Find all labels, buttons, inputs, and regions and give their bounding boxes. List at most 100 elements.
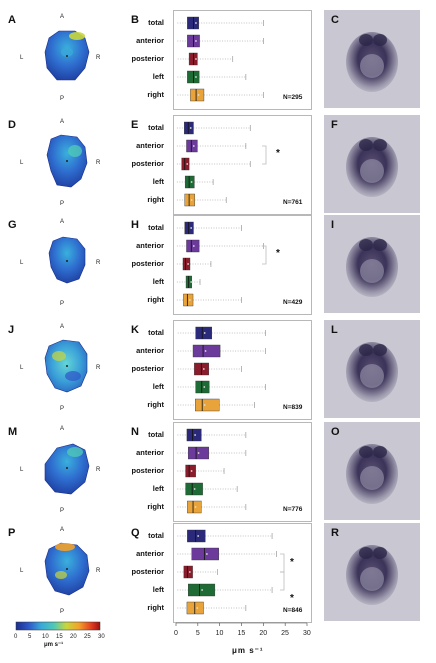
embryo-lobe <box>373 547 387 559</box>
embryo-photo <box>324 10 420 108</box>
boxplot-chart <box>176 121 251 207</box>
orientation-right-label: R <box>96 365 101 371</box>
category-label-right: right <box>147 90 164 99</box>
x-tick-label: 25 <box>281 630 289 637</box>
category-label-total: total <box>148 18 164 27</box>
embryo-image <box>324 422 420 520</box>
colorbar-gradient <box>15 621 101 631</box>
mean-dot <box>202 368 205 370</box>
x-tick-label: 30 <box>303 630 311 637</box>
embryo-photo <box>324 115 420 213</box>
box-total <box>187 529 206 543</box>
category-label-left: left <box>152 484 164 493</box>
boxplot-chart <box>177 16 264 102</box>
panel-letter-photo: I <box>331 219 335 231</box>
colorbar-tick-label: 15 <box>56 634 63 640</box>
box-left <box>195 380 210 394</box>
category-label-total: total <box>148 531 164 540</box>
panel-letter-chart: E <box>131 119 139 131</box>
embryo-center <box>360 259 384 283</box>
orientation-posterior-label: P <box>60 301 65 307</box>
category-label-posterior: posterior <box>131 364 164 373</box>
bracket-line <box>262 245 267 265</box>
colorbar-tick-label: 25 <box>84 634 91 640</box>
category-label-left: left <box>152 177 164 186</box>
mean-dot <box>187 263 190 265</box>
mean-dot <box>205 553 208 555</box>
panel-letter-map: J <box>8 324 15 336</box>
mean-dot <box>190 199 193 201</box>
mean-dot <box>195 58 197 60</box>
colorbar-tick-label: 30 <box>98 634 105 640</box>
significance-bracket <box>262 145 267 165</box>
sample-size-label: N=839 <box>283 404 303 411</box>
velocity-heatmap <box>44 339 88 393</box>
mean-dot <box>190 470 193 472</box>
mean-dot <box>203 404 206 406</box>
bracket-line <box>280 571 285 591</box>
x-tick-label: 20 <box>259 630 268 637</box>
heatmap-hotspot <box>67 447 83 457</box>
panel-letter-map: G <box>8 219 17 231</box>
box-posterior <box>182 257 191 271</box>
orientation-anterior-label: A <box>60 219 65 225</box>
panel-letter-photo: R <box>331 527 339 539</box>
panel-letter-photo: C <box>331 14 339 26</box>
box-anterior <box>191 547 219 561</box>
x-axis <box>175 622 308 626</box>
panel-letter-chart: K <box>131 324 139 336</box>
mean-dot <box>197 94 200 96</box>
box-right <box>184 193 195 207</box>
centroid-marker <box>66 365 68 367</box>
sample-size-label: N=295 <box>283 94 303 101</box>
orientation-anterior-label: A <box>60 14 65 20</box>
embryo-photo <box>324 523 420 621</box>
embryo-lobe <box>373 34 387 46</box>
orientation-left-label: L <box>20 55 24 61</box>
category-label-posterior: posterior <box>131 567 164 576</box>
heatmap-hotspot <box>55 543 75 551</box>
embryo-photo <box>324 422 420 520</box>
mean-dot <box>190 181 193 183</box>
category-label-anterior: anterior <box>136 549 164 558</box>
orientation-left-label: L <box>20 260 24 266</box>
mean-dot <box>195 76 197 78</box>
colorbar-tick-label: 20 <box>70 634 77 640</box>
colorbar-tick-label: 0 <box>14 634 18 640</box>
mean-dot <box>194 434 196 436</box>
mean-dot <box>203 386 206 388</box>
embryo-lobe <box>373 239 387 251</box>
x-tick-label: 10 <box>215 630 224 637</box>
orientation-anterior-label: A <box>60 119 65 125</box>
orientation-anterior-label: A <box>60 324 65 330</box>
mean-dot <box>193 488 196 490</box>
category-label-total: total <box>148 430 164 439</box>
heatmap-hotspot <box>52 351 66 361</box>
boxplot-chart <box>176 221 264 307</box>
mean-dot <box>186 163 189 165</box>
orientation-posterior-label: P <box>60 96 65 102</box>
orientation-right-label: R <box>96 160 101 166</box>
embryo-lobe <box>373 139 387 151</box>
orientation-posterior-label: P <box>60 609 65 615</box>
embryo-lobe <box>359 239 373 251</box>
embryo-center <box>360 159 384 183</box>
box-total <box>186 428 202 442</box>
mean-dot <box>189 127 192 129</box>
centroid-marker <box>66 160 68 162</box>
orientation-left-label: L <box>20 160 24 166</box>
heatmap-hotspot <box>55 571 67 579</box>
centroid-marker <box>66 260 68 262</box>
box-posterior <box>181 157 190 171</box>
sample-size-label: N=761 <box>283 199 303 206</box>
embryo-center <box>360 466 384 490</box>
boxplot-frame <box>173 215 312 315</box>
x-tick-label: 5 <box>195 630 200 637</box>
orientation-left-label: L <box>20 365 24 371</box>
heatmap-hotspot <box>68 145 82 157</box>
category-label-right: right <box>147 400 164 409</box>
mean-dot <box>201 589 203 591</box>
x-tick-label: 0 <box>174 630 178 637</box>
embryo-lobe <box>373 446 387 458</box>
category-label-right: right <box>147 195 164 204</box>
